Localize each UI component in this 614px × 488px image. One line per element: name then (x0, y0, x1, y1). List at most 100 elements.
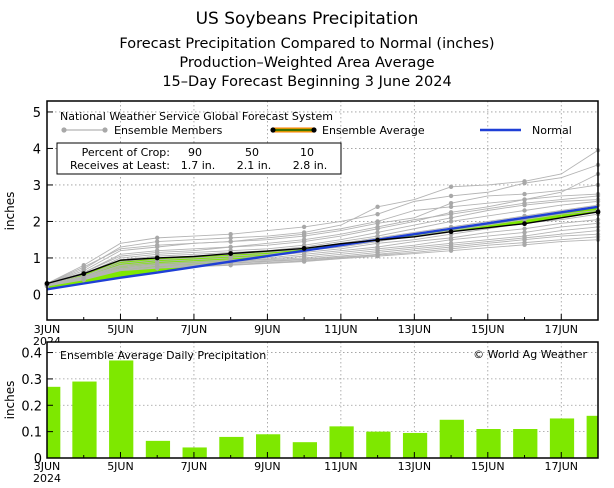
ensemble-member-point (155, 235, 160, 241)
top-y-tick-label: 2 (33, 215, 41, 230)
ensemble-member-line (46, 184, 599, 284)
ensemble-member-point (448, 237, 454, 242)
bottom-y-axis-label: inches (3, 381, 17, 420)
ensemble-member-line (46, 173, 599, 284)
ensemble-member-point (448, 184, 454, 189)
ensemble-member-point (81, 264, 86, 270)
daily-precip-bar (182, 447, 207, 458)
ensemble-member-point (375, 253, 380, 259)
cumulative-precip-panel: 0 1 2 3 4 5 3JUN 5JUN 7JUN 9JUN 11JUN 13JUN 15JUN 17… (3, 100, 601, 348)
legend-members-marker (102, 127, 108, 133)
bottom-y-tick-label: 0.1 (21, 426, 42, 441)
crop-amount-50: 2.1 in. (237, 159, 272, 172)
crop-percent-90: 90 (188, 146, 202, 159)
ensemble-member-point (155, 265, 160, 271)
legend-normal-label: Normal (532, 124, 572, 137)
ensemble-member-point (301, 232, 307, 237)
ensemble-member-line (46, 199, 599, 285)
daily-precip-bar (109, 360, 134, 458)
crop-percent-10: 10 (300, 146, 314, 159)
daily-precip-bar (402, 432, 428, 458)
ensemble-member-point (522, 242, 527, 248)
daily-precip-bar (47, 386, 61, 458)
ensemble-member-point (448, 211, 454, 217)
bottom-y-tick-label: 0.4 (21, 347, 42, 362)
ensemble-average-point (154, 255, 160, 261)
ensemble-average-point (301, 246, 307, 251)
daily-precip-bar (476, 429, 501, 458)
ensemble-member-line (46, 195, 599, 284)
normal-line (46, 205, 599, 291)
bottom-x-tick-label: 17JUN (545, 460, 579, 473)
ensemble-member-point (155, 239, 160, 244)
daily-precip-bar (586, 415, 598, 458)
legend-average-marker (270, 127, 276, 133)
ensemble-member-line (46, 230, 599, 287)
crop-amount-90: 1.7 in. (181, 159, 216, 172)
legend-members-label: Ensemble Members (114, 124, 223, 137)
crop-table-box (56, 142, 342, 175)
daily-precip-bar (292, 442, 317, 458)
top-y-tick-label: 3 (33, 179, 41, 194)
crop-percent-50: 50 (245, 146, 259, 159)
ensemble-member-point (522, 191, 527, 197)
bottom-x-tick-label: 5JUN (107, 460, 134, 473)
bottom-x-ticks: 3JUN 5JUN 7JUN 9JUN 11JUN 13JUN 15JUN 17JUN 2024 (33, 452, 578, 485)
daily-precip-bar (549, 418, 575, 458)
ensemble-member-point (448, 193, 454, 199)
daily-precip-bar (145, 440, 171, 458)
ensemble-member-point (228, 263, 233, 268)
bottom-y-tick-label: 0 (34, 452, 42, 467)
ensemble-member-point (522, 208, 527, 213)
top-y-tick-label: 1 (33, 252, 41, 267)
ensemble-member-point (448, 215, 454, 220)
ensemble-member-point (375, 224, 380, 230)
ensemble-member-point (522, 226, 527, 231)
ensemble-member-point (301, 224, 307, 230)
legend-system: National Weather Service Global Forecast… (60, 110, 333, 123)
ensemble-member-point (522, 201, 527, 206)
bottom-x-tick-label: 15JUN (471, 460, 505, 473)
ensemble-member-line (46, 222, 599, 286)
top-x-tick-label: 5JUN (107, 323, 134, 336)
top-x-tick-label: 15JUN (471, 323, 505, 336)
bottom-y-tick-label: 0.2 (21, 399, 42, 414)
ensemble-member-point (375, 241, 380, 246)
daily-precip-bar (513, 429, 538, 458)
ensemble-member-point (448, 248, 454, 253)
ensemble-member-point (228, 235, 233, 241)
top-y-tick-label: 5 (33, 106, 41, 121)
crop-percent-label: Percent of Crop: (82, 146, 170, 159)
ensemble-member-point (522, 180, 527, 186)
daily-precip-bar (329, 426, 354, 458)
daily-precip-panel: 0 0.1 0.2 0.3 0.4 3JUN 5JUN 7JUN 9JUN 11JUN 13JUN… (3, 341, 599, 485)
ensemble-average-point (81, 271, 87, 277)
ensemble-member-point (228, 239, 233, 244)
bottom-x-tick-label: 11JUN (324, 460, 358, 473)
ensemble-member-line (46, 193, 599, 284)
legend-average-label: Ensemble Average (322, 124, 425, 137)
ensemble-member-point (155, 242, 160, 248)
crop-amount-label: Receives at Least: (70, 159, 170, 172)
ensemble-member-point (81, 277, 86, 283)
bottom-x-tick-label: 13JUN (398, 460, 432, 473)
ensemble-member-point (448, 219, 454, 224)
ensemble-average-group (44, 209, 601, 286)
ensemble-member-line (46, 219, 599, 286)
ensemble-member-point (375, 211, 380, 217)
bottom-plot-frame (46, 341, 599, 459)
credit-text: © World Ag Weather (473, 348, 587, 361)
top-x-tick-label: 9JUN (254, 323, 281, 336)
ensemble-member-line (46, 164, 599, 284)
top-y-axis-label: inches (3, 192, 17, 231)
crop-amount-10: 2.8 in. (293, 159, 328, 172)
ensemble-member-line (46, 233, 599, 287)
chart-title: US Soybeans Precipitation (196, 9, 419, 29)
chart-subtitle-date: 15–Day Forecast Beginning 3 June 2024 (162, 74, 451, 90)
bottom-x-tick-label: 3JUN (34, 460, 61, 473)
ensemble-member-line (46, 239, 599, 287)
ensemble-member-point (375, 230, 380, 235)
top-plot-bg (47, 101, 598, 320)
